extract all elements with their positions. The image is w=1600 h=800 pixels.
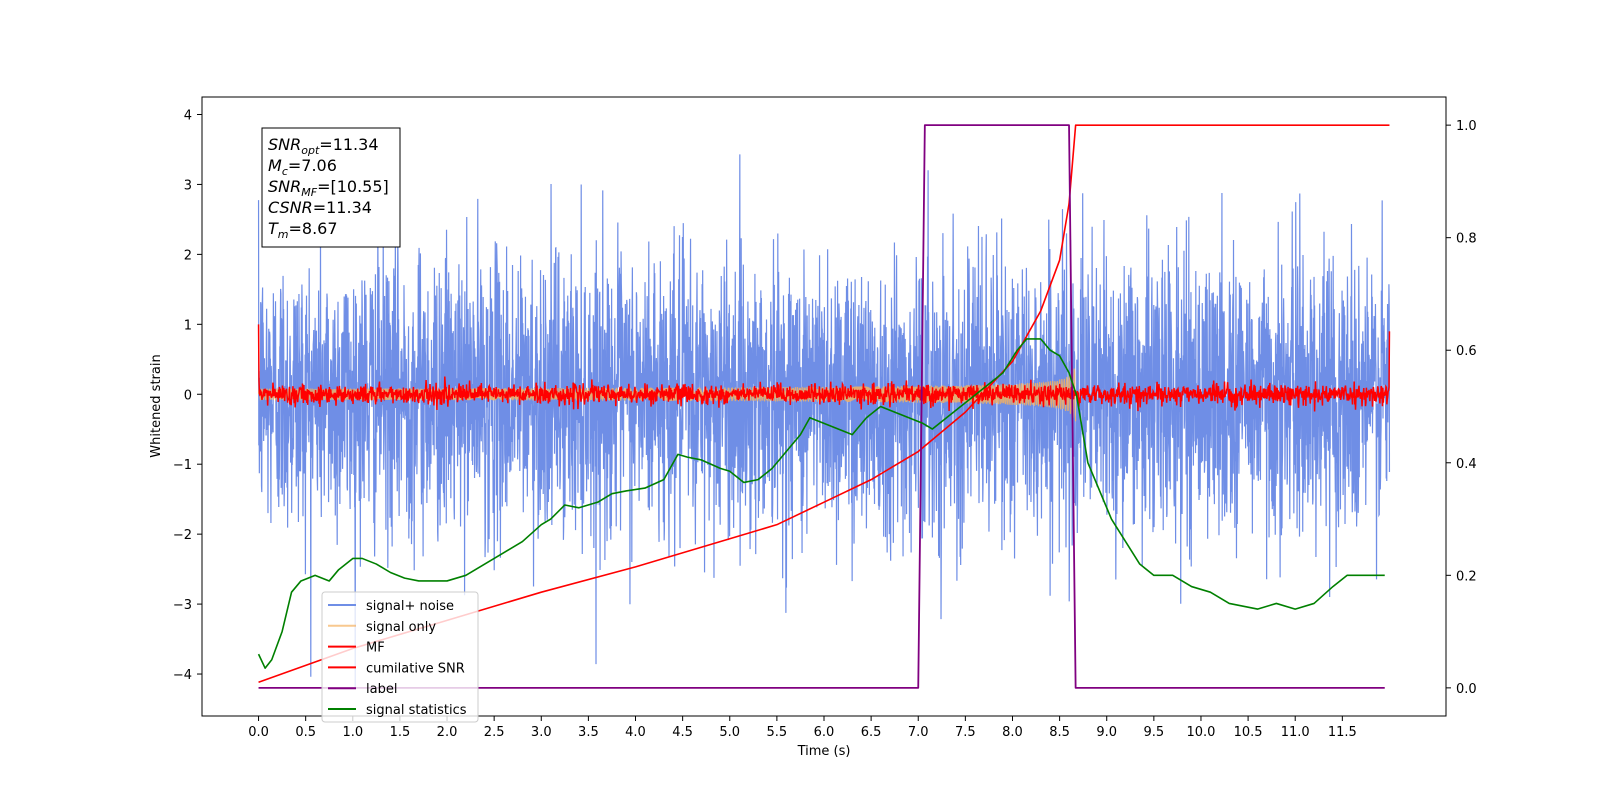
x-tick-label: 10.5 [1234,725,1263,740]
x-tick-label: 3.0 [531,725,552,740]
y-axis-label: Whitened strain [149,354,164,457]
y-tick-label-left: −4 [173,668,192,683]
legend-entry-label: MF [366,641,385,656]
annotation-line: Tm=8.67 [268,219,338,241]
x-tick-label: 1.0 [342,725,363,740]
x-tick-label: 3.5 [578,725,599,740]
x-tick-label: 7.0 [908,725,929,740]
y-tick-label-right: 0.2 [1456,569,1477,584]
legend-entry-label: signal statistics [366,703,467,718]
y-tick-label-left: 2 [184,248,192,263]
x-tick-label: 0.0 [248,725,269,740]
annotation-box: SNRopt=11.34Mc=7.06SNRMF=[10.55]CSNR=11.… [261,127,401,248]
x-tick-label: 2.0 [437,725,458,740]
x-tick-label: 5.0 [719,725,740,740]
y-tick-label-left: 0 [184,388,192,403]
annotation-line: SNRopt=11.34 [268,135,379,157]
series-mf-line [257,324,1391,412]
x-tick-label: 7.5 [955,725,976,740]
x-tick-label: 8.0 [1002,725,1023,740]
y-tick-label-left: −3 [173,598,192,613]
annotation-line: CSNR=11.34 [268,198,372,217]
y-tick-label-left: 4 [184,108,192,123]
x-tick-label: 11.0 [1281,725,1310,740]
x-tick-label: 4.5 [672,725,693,740]
series-cumulative-snr-line [258,124,1390,683]
legend-entry-label: label [366,682,397,697]
x-tick-label: 6.0 [814,725,835,740]
annotation-line: Mc=7.06 [268,156,337,178]
x-tick-label: 9.0 [1096,725,1117,740]
x-tick-label: 5.5 [767,725,788,740]
y-tick-label-right: 0.8 [1456,232,1477,247]
y-tick-label-right: 0.4 [1456,457,1477,472]
y-tick-label-left: 3 [184,178,192,193]
y-tick-label-right: 0.6 [1456,344,1477,359]
x-tick-label: 6.5 [861,725,882,740]
x-tick-label: 0.5 [295,725,316,740]
y-tick-label-left: −1 [173,458,192,473]
legend-entry-label: cumilative SNR [366,661,465,676]
annotation-line: SNRMF=[10.55] [268,177,389,199]
x-tick-label: 9.5 [1144,725,1165,740]
series-signal-statistics-line [257,338,1385,669]
legend-entry-label: signal+ noise [366,599,454,614]
legend: signal+ noise signal only MF cumilative SNR… [321,591,479,723]
y-tick-label-left: 1 [184,318,192,333]
legend-entry-label: signal only [366,620,436,635]
x-tick-label: 2.5 [484,725,505,740]
x-tick-label: 10.0 [1186,725,1215,740]
y-tick-label-right: 0.0 [1456,682,1477,697]
x-tick-label: 1.5 [390,725,411,740]
x-tick-label: 4.0 [625,725,646,740]
series-label-line [258,124,1385,689]
x-axis-label: Time (s) [797,744,851,759]
y-tick-label-right: 1.0 [1456,119,1477,134]
y-tick-label-left: −2 [173,528,192,543]
x-tick-label: 11.5 [1328,725,1357,740]
x-tick-label: 8.5 [1049,725,1070,740]
